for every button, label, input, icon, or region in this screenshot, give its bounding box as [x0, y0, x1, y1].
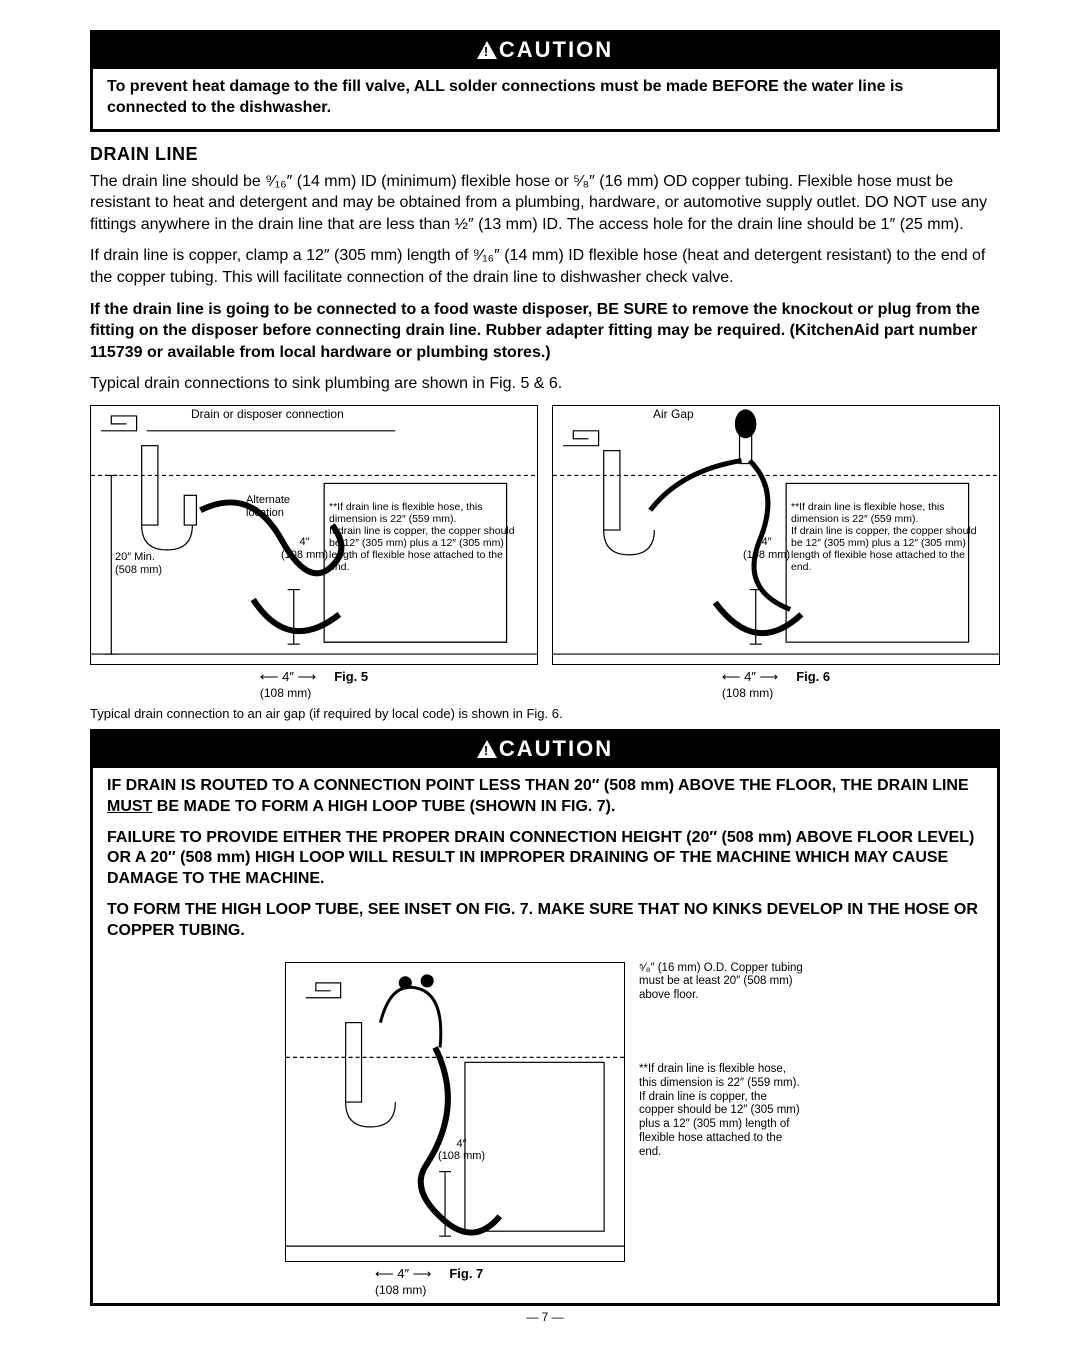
fig6-air-gap: Air Gap	[653, 408, 694, 422]
fig6-label: Fig. 6	[796, 669, 830, 684]
fig7-wrapper: 4″ (108 mm) ⁵⁄₈″ (16 mm) O.D. Copper tub…	[90, 952, 1000, 1306]
fig5-alt-location: Alternate location	[246, 494, 306, 519]
drain-line-p4: Typical drain connections to sink plumbi…	[90, 373, 1000, 395]
fig6-diagram: Air Gap 4″ (108 mm) **If drain line is f…	[552, 405, 1000, 665]
fig6-column: Air Gap 4″ (108 mm) **If drain line is f…	[552, 405, 1000, 700]
fig7-dim-4: 4″	[457, 1138, 467, 1150]
fig5-label-row: ⟵ 4″ ⟶(108 mm) Fig. 5	[90, 669, 538, 700]
drain-line-p3: If the drain line is going to be connect…	[90, 299, 1000, 364]
fig7-label: Fig. 7	[449, 1266, 483, 1281]
fig7-note: **If drain line is flexible hose, this d…	[639, 1063, 805, 1160]
svg-text:!: !	[484, 743, 490, 758]
fig5-diagram: Drain or disposer connection Alternate l…	[90, 405, 538, 665]
fig5-dim-4mm: (108 mm)	[281, 549, 328, 561]
fig5-label: Fig. 5	[334, 669, 368, 684]
caution2-p1b: BE MADE TO FORM A HIGH LOOP TUBE (SHOWN …	[152, 798, 615, 815]
drain-line-p1: The drain line should be ⁹⁄₁₆″ (14 mm) I…	[90, 171, 1000, 236]
fig7-diagram: 4″ (108 mm)	[285, 962, 625, 1262]
fig7-label-row: ⟵ 4″ ⟶(108 mm) Fig. 7	[285, 1266, 805, 1297]
page: ! CAUTION To prevent heat damage to the f…	[0, 0, 1080, 1344]
page-number: — 7 —	[90, 1310, 1000, 1324]
caution-header-text-1: CAUTION	[499, 37, 613, 62]
warning-icon: !	[477, 41, 497, 59]
fig5-dim-20mm: (508 mm)	[115, 564, 162, 576]
drain-line-p2: If drain line is copper, clamp a 12″ (30…	[90, 245, 1000, 288]
caution-header-text-2: CAUTION	[499, 736, 613, 761]
fig5-dim-20: 20″ Min.	[115, 551, 155, 563]
fig7-top-note: ⁵⁄₈″ (16 mm) O.D. Copper tubing must be …	[639, 962, 805, 1003]
fig7-dim-4mm: (108 mm)	[438, 1150, 485, 1162]
fig7-area: 4″ (108 mm) ⁵⁄₈″ (16 mm) O.D. Copper tub…	[285, 962, 805, 1297]
fig7-bottom-4mm: (108 mm)	[375, 1283, 426, 1297]
caution2-p1a: IF DRAIN IS ROUTED TO A CONNECTION POINT…	[107, 777, 969, 794]
fig5-note: **If drain line is flexible hose, this d…	[329, 501, 519, 573]
fig5-top-label: Drain or disposer connection	[191, 408, 344, 422]
fig6-dim-4: 4″	[762, 536, 772, 548]
fig6-dim-4mm: (108 mm)	[743, 549, 790, 561]
air-gap-caption: Typical drain connection to an air gap (…	[90, 706, 1000, 721]
svg-text:!: !	[484, 44, 490, 59]
caution-box-1: ! CAUTION To prevent heat damage to the f…	[90, 30, 1000, 132]
caution2-must: MUST	[107, 798, 152, 815]
caution-box-2: ! CAUTION IF DRAIN IS ROUTED TO A CONNECT…	[90, 729, 1000, 952]
fig5-bottom-4: 4″	[282, 669, 294, 684]
fig6-label-row: ⟵ 4″ ⟶(108 mm) Fig. 6	[552, 669, 1000, 700]
fig6-bottom-4mm: (108 mm)	[722, 686, 773, 700]
caution-body-1: To prevent heat damage to the fill valve…	[93, 69, 997, 129]
fig5-dim-4: 4″	[300, 536, 310, 548]
caution-header-2: ! CAUTION	[93, 732, 997, 768]
fig5-bottom-4mm: (108 mm)	[260, 686, 311, 700]
figures-row: Drain or disposer connection Alternate l…	[90, 405, 1000, 700]
drain-line-heading: DRAIN LINE	[90, 144, 1000, 165]
caution-header-1: ! CAUTION	[93, 33, 997, 69]
caution2-p3: TO FORM THE HIGH LOOP TUBE, SEE INSET ON…	[107, 900, 983, 942]
fig6-note: **If drain line is flexible hose, this d…	[791, 501, 981, 573]
fig7-bottom-4: 4″	[397, 1266, 409, 1281]
warning-icon: !	[477, 740, 497, 758]
caution-body-2: IF DRAIN IS ROUTED TO A CONNECTION POINT…	[93, 768, 997, 952]
fig5-column: Drain or disposer connection Alternate l…	[90, 405, 538, 700]
fig6-bottom-4: 4″	[744, 669, 756, 684]
caution2-p2: FAILURE TO PROVIDE EITHER THE PROPER DRA…	[107, 828, 983, 890]
